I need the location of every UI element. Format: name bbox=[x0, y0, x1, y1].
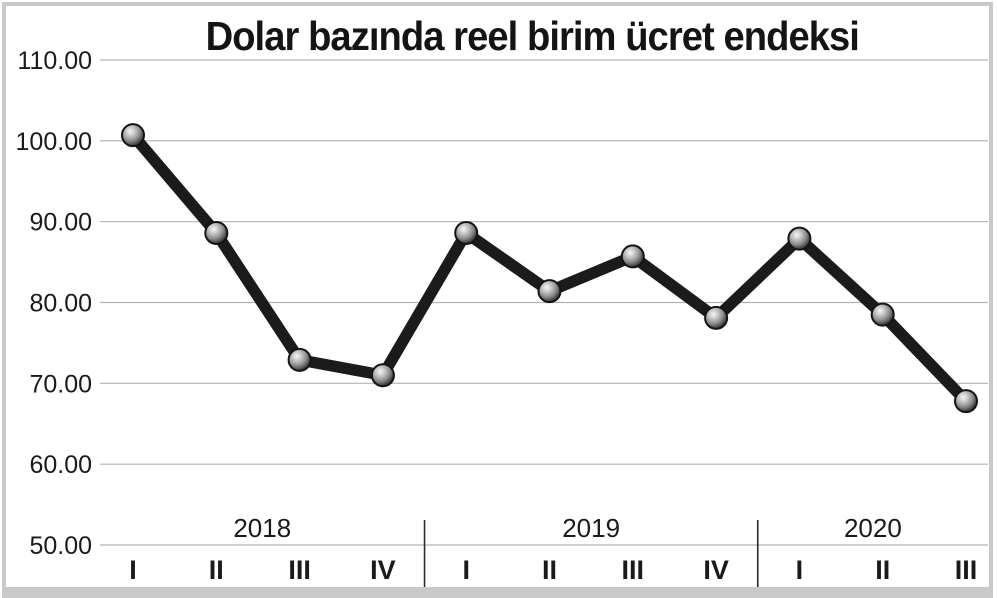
x-axis-year-label: 2019 bbox=[562, 513, 620, 543]
data-point-marker bbox=[787, 226, 812, 251]
x-axis-year-label: 2018 bbox=[233, 513, 291, 543]
grid-layer: 110.00 100.00 90.00 80.00 70.00 60.00 50.00 bbox=[16, 47, 988, 560]
x-axis-quarter-label: IV bbox=[703, 555, 729, 585]
x-axis-quarter-label: I bbox=[462, 555, 470, 585]
data-point-marker bbox=[121, 123, 145, 148]
data-point-marker bbox=[370, 363, 395, 388]
data-point-marker bbox=[870, 302, 895, 327]
data-point-marker bbox=[537, 279, 562, 304]
series-line bbox=[127, 129, 972, 407]
data-point-marker bbox=[454, 220, 479, 245]
x-axis-quarter-label: II bbox=[542, 555, 557, 585]
data-point-marker bbox=[954, 389, 978, 414]
y-axis-tick-label: 100.00 bbox=[16, 128, 92, 156]
data-point-marker bbox=[204, 220, 229, 245]
series-layer bbox=[121, 123, 978, 414]
y-axis-tick-label: 70.00 bbox=[29, 370, 92, 398]
data-point-marker bbox=[287, 347, 312, 372]
y-axis-tick-label: 90.00 bbox=[29, 209, 92, 237]
chart-title-bar: Dolar bazında reel birim ücret endeksi bbox=[78, 13, 987, 60]
x-axis-quarter-label: III bbox=[955, 555, 978, 585]
y-axis-tick-label: 60.00 bbox=[29, 451, 92, 479]
data-point-marker bbox=[620, 244, 645, 269]
y-axis-tick-label: 110.00 bbox=[17, 47, 92, 75]
y-axis-tick-label: 50.00 bbox=[29, 532, 92, 560]
x-axis-quarter-label: III bbox=[622, 555, 645, 585]
x-axis-quarter-label: IV bbox=[370, 555, 396, 585]
x-axis-quarter-label: II bbox=[875, 555, 890, 585]
x-axis-quarter-label: I bbox=[796, 555, 804, 585]
chart-title: Dolar bazında reel birim ücret endeksi bbox=[205, 13, 860, 59]
x-axis-quarter-label: III bbox=[288, 555, 311, 585]
x-axis-quarter-label: I bbox=[129, 555, 137, 585]
data-point-marker bbox=[704, 305, 729, 330]
x-axis-quarter-label: II bbox=[209, 555, 224, 585]
y-axis-tick-label: 80.00 bbox=[29, 290, 92, 318]
x-axis-year-label: 2020 bbox=[844, 513, 902, 543]
